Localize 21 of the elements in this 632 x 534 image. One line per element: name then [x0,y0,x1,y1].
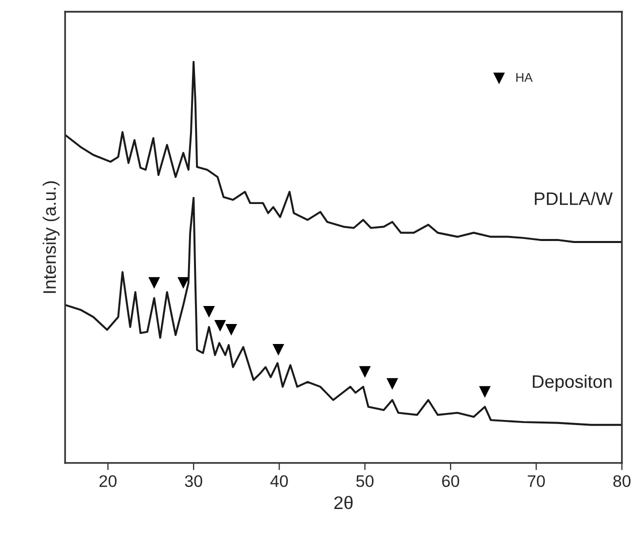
x-axis-title: 2θ [334,496,353,510]
x-tick-label: 70 [528,475,545,488]
series-label: Depositon [532,374,612,392]
legend-label: HA [516,73,533,82]
point [148,277,160,289]
point [386,378,398,390]
point [214,320,226,332]
x-tick-label: 30 [184,475,202,488]
point [203,306,215,318]
x-tick-label: 80 [613,475,631,488]
x-tick-label: 50 [356,475,374,488]
x-tick-label: 40 [270,475,288,488]
point [225,324,238,336]
x-tick-label: 60 [442,475,460,488]
point [177,277,190,289]
x-tick-label: 20 [99,475,117,488]
point [359,366,371,378]
series-label: PDLLA/W [534,192,613,206]
point [479,386,491,398]
point [272,344,284,356]
y-axis-title: Intensity (a.u.) [42,181,60,293]
